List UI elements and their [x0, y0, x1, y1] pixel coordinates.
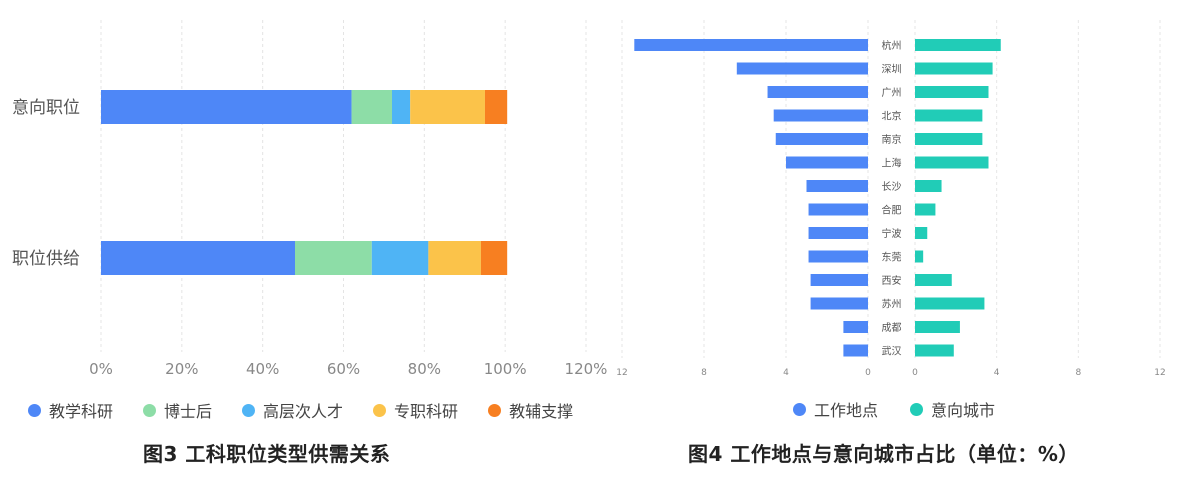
city-label: 宁波	[882, 227, 902, 240]
target-city-bar	[915, 274, 952, 286]
x-tick-label: 8	[701, 368, 707, 378]
city-share-legend-swatch	[910, 402, 924, 416]
city-share-legend-label: 工作地点	[814, 401, 879, 420]
target-city-bar	[915, 109, 983, 122]
bar-segment	[428, 241, 481, 275]
city-label: 广州	[882, 87, 902, 99]
city-share-chart-panel: 12 8 4 0 0 4 8 12 杭州深圳广州北京南京上海长沙合肥宁波东莞西安苏州成都武汉 工…	[610, 0, 1181, 486]
x-tick-label: 100%	[484, 360, 527, 378]
target-city-bar	[915, 321, 960, 333]
city-label: 长沙	[882, 181, 902, 193]
work-location-bar	[775, 133, 868, 145]
bar-segment	[295, 241, 372, 275]
target-city-bar	[915, 250, 924, 263]
supply-demand-legend-swatch	[28, 403, 41, 417]
figure3-caption: 图3 工科职位类型供需关系	[143, 442, 391, 466]
target-city-bar	[915, 344, 954, 357]
supply-demand-legend-label: 教辅支撑	[509, 402, 574, 421]
bar-segment	[351, 90, 392, 124]
city-share-legend-label: 意向城市	[931, 401, 996, 420]
work-location-bar	[806, 180, 868, 192]
target-city-bar	[915, 297, 985, 310]
city-label: 南京	[882, 133, 902, 146]
x-tick-label: 60%	[327, 360, 360, 378]
supply-demand-legend-item: 教学科研	[28, 398, 113, 422]
city-share-legend-item: 意向城市	[910, 397, 995, 421]
supply-demand-chart-panel: 0% 20% 40% 60% 80% 100% 120% 意向职位职位供给 教学科研 博士后 高层…	[12, 20, 608, 466]
bar-segment	[480, 241, 508, 275]
x-tick-label: 0	[912, 368, 918, 378]
x-tick-label: 0	[865, 368, 871, 378]
work-location-bar	[786, 156, 868, 169]
city-label: 东莞	[882, 251, 902, 264]
work-location-bar	[808, 227, 868, 239]
city-label: 苏州	[882, 298, 902, 311]
city-label: 杭州	[882, 39, 902, 52]
x-tick-label: 120%	[565, 360, 608, 378]
city-label: 西安	[882, 274, 902, 287]
target-city-bar	[915, 227, 928, 239]
target-city-bar	[915, 86, 989, 98]
x-tick-label: 0%	[89, 360, 113, 378]
bar-segment	[371, 241, 429, 275]
city-label: 成都	[882, 322, 902, 334]
work-location-bar	[810, 274, 868, 286]
bar-segment	[101, 241, 295, 275]
x-tick-label: 8	[1075, 368, 1081, 378]
city-share-legend-item: 工作地点	[793, 397, 878, 421]
supply-demand-legend-swatch	[143, 403, 157, 417]
city-label: 北京	[882, 110, 902, 123]
target-city-bar	[915, 156, 989, 169]
supply-demand-legend-item: 博士后	[143, 398, 212, 422]
supply-demand-legend-label: 专职科研	[394, 402, 459, 421]
target-city-bar	[915, 39, 1001, 51]
work-location-bar	[767, 86, 868, 98]
figure4-caption: 图4 工作地点与意向城市占比（单位：%）	[688, 442, 1079, 466]
bar-segment	[484, 90, 508, 124]
x-tick-label: 4	[783, 368, 789, 378]
category-label: 职位供给	[12, 249, 80, 269]
target-city-bar	[915, 203, 936, 216]
supply-demand-legend-item: 高层次人才	[242, 398, 343, 422]
bar-segment	[392, 90, 411, 124]
x-tick-label: 12	[1154, 368, 1165, 378]
work-location-bar	[808, 203, 868, 216]
work-location-bar	[843, 344, 868, 357]
target-city-bar	[915, 133, 983, 145]
target-city-bar	[915, 62, 993, 75]
x-tick-label: 20%	[165, 360, 198, 378]
x-tick-label: 12	[616, 368, 627, 378]
city-label: 合肥	[882, 204, 902, 217]
work-location-bar	[808, 250, 868, 263]
supply-demand-legend-label: 博士后	[164, 402, 213, 421]
supply-demand-legend-swatch	[488, 403, 502, 417]
supply-demand-legend: 教学科研 博士后 高层次人才 专职科研 教辅支撑	[28, 398, 603, 422]
supply-demand-legend-swatch	[242, 403, 256, 417]
bar-segment	[410, 90, 485, 124]
city-label: 武汉	[882, 345, 902, 358]
work-location-bar	[810, 297, 868, 310]
x-tick-label: 4	[994, 368, 1000, 378]
work-location-bar	[843, 321, 868, 333]
city-share-legend: 工作地点 意向城市	[793, 397, 1027, 421]
supply-demand-legend-item: 教辅支撑	[488, 398, 573, 422]
x-tick-label: 80%	[408, 360, 441, 378]
bar-segment	[101, 90, 352, 124]
city-share-legend-swatch	[793, 402, 806, 416]
work-location-bar	[736, 62, 868, 75]
supply-demand-legend-label: 高层次人才	[263, 402, 344, 421]
city-label: 上海	[882, 157, 902, 170]
supply-demand-legend-swatch	[373, 403, 387, 417]
target-city-bar	[915, 180, 942, 192]
x-tick-label: 40%	[246, 360, 279, 378]
supply-demand-legend-item: 专职科研	[373, 398, 458, 422]
city-label: 深圳	[882, 64, 902, 76]
work-location-bar	[773, 109, 868, 122]
supply-demand-legend-label: 教学科研	[49, 402, 114, 421]
work-location-bar	[634, 39, 868, 51]
category-label: 意向职位	[12, 98, 80, 118]
